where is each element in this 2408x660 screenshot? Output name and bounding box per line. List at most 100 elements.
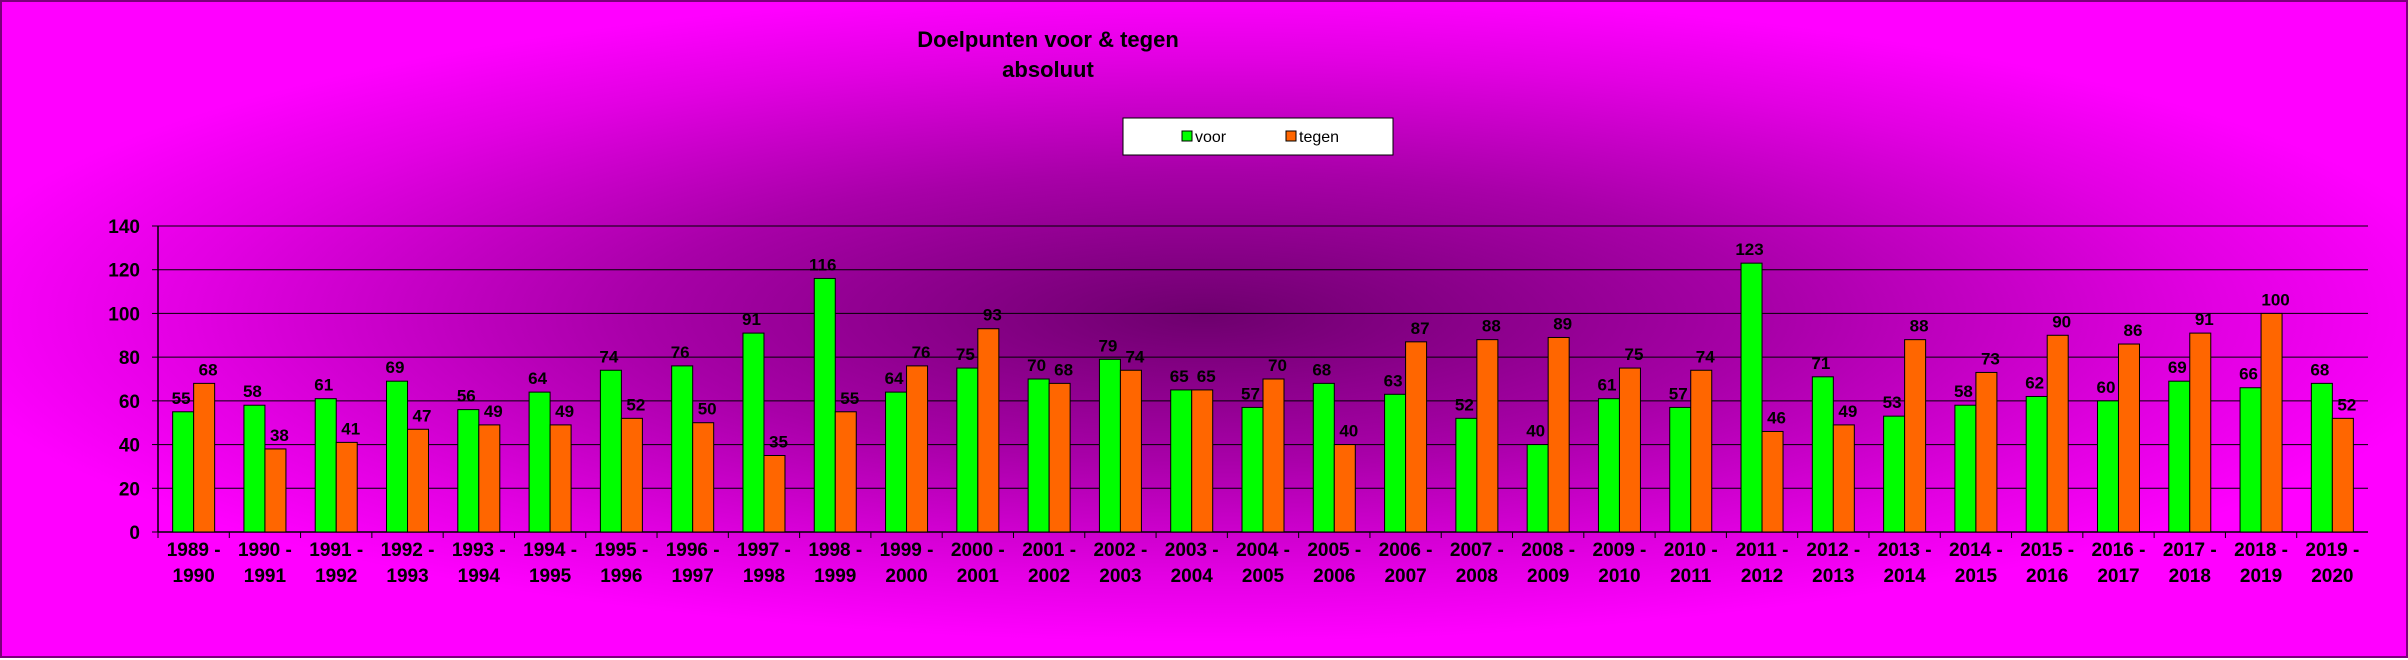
data-label-voor: 40: [1526, 422, 1545, 441]
bar-tegen: [906, 365, 929, 533]
x-tick-label-line-1: 2017 -: [2163, 540, 2217, 561]
x-tick-label-line-2: 2015: [1955, 566, 1998, 587]
data-label-voor: 57: [1241, 384, 1260, 403]
x-tick-label-line-2: 1994: [458, 566, 501, 587]
x-tick-label-line-2: 2011: [1670, 566, 1712, 587]
bar-tegen: [834, 411, 857, 533]
x-tick-label-line-2: 2013: [1812, 566, 1854, 587]
data-label-tegen: 74: [1125, 347, 1144, 366]
data-label-voor: 64: [885, 369, 904, 388]
data-label-voor: 79: [1098, 336, 1117, 355]
data-label-voor: 66: [2239, 365, 2258, 384]
bar-voor: [172, 411, 195, 533]
chart-title-line-2: absoluut: [1002, 57, 1094, 82]
data-label-tegen: 40: [1339, 422, 1358, 441]
x-tick-label-line-2: 1993: [386, 566, 428, 587]
data-label-voor: 64: [528, 369, 547, 388]
x-tick-label-line-2: 2012: [1741, 566, 1783, 587]
bar-voor: [1740, 262, 1763, 533]
x-tick-label-line-2: 2008: [1456, 566, 1498, 587]
bar-tegen: [478, 424, 501, 533]
data-label-tegen: 49: [555, 402, 574, 421]
data-label-tegen: 89: [1553, 314, 1572, 333]
bar-tegen: [1333, 444, 1356, 533]
data-label-tegen: 47: [413, 406, 432, 425]
bar-tegen: [692, 422, 715, 533]
x-tick-label-line-2: 2016: [2026, 566, 2068, 587]
data-label-tegen: 91: [2195, 310, 2214, 329]
data-label-voor: 70: [1027, 356, 1046, 375]
bar-voor: [2310, 382, 2333, 533]
data-label-voor: 53: [1883, 393, 1902, 412]
x-tick-label-line-1: 1991 -: [309, 540, 363, 561]
x-tick-label-line-1: 2006 -: [1379, 540, 1433, 561]
data-label-voor: 55: [172, 389, 191, 408]
x-tick-label-line-2: 2010: [1598, 566, 1640, 587]
data-label-voor: 71: [1811, 354, 1830, 373]
data-label-tegen: 41: [341, 419, 360, 438]
bar-tegen: [2046, 334, 2069, 533]
bar-voor: [1954, 404, 1977, 533]
bar-voor: [1241, 406, 1264, 533]
data-label-voor: 74: [599, 347, 618, 366]
legend-label-tegen: tegen: [1299, 129, 1339, 146]
x-tick-label-line-2: 2017: [2097, 566, 2139, 587]
data-label-voor: 52: [1455, 395, 1474, 414]
x-tick-label-line-2: 1997: [672, 566, 714, 587]
x-tick-label-line-2: 2005: [1242, 566, 1285, 587]
bar-tegen: [264, 448, 287, 533]
x-tick-label-line-1: 2009 -: [1593, 540, 1647, 561]
legend-label-voor: voor: [1195, 129, 1227, 146]
bar-tegen: [1547, 336, 1570, 533]
data-label-tegen: 35: [769, 433, 788, 452]
x-tick-label-line-1: 1993 -: [452, 540, 506, 561]
x-tick-label-line-2: 1998: [743, 566, 785, 587]
y-tick-label: 60: [119, 392, 140, 413]
bar-voor: [457, 409, 480, 533]
data-label-tegen: 46: [1767, 408, 1786, 427]
data-label-tegen: 55: [840, 389, 859, 408]
x-tick-label-line-2: 2000: [885, 566, 927, 587]
x-tick-label-line-1: 1998 -: [808, 540, 862, 561]
bar-voor: [956, 367, 979, 533]
x-tick-label-line-2: 1992: [315, 566, 357, 587]
y-tick-label: 140: [108, 217, 140, 238]
data-label-tegen: 73: [1981, 349, 2000, 368]
bar-tegen: [1119, 369, 1142, 533]
data-label-voor: 75: [956, 345, 975, 364]
data-label-voor: 69: [386, 358, 405, 377]
data-label-tegen: 100: [2261, 290, 2289, 309]
bar-tegen: [549, 424, 572, 533]
bar-tegen: [407, 428, 430, 533]
bar-tegen: [620, 417, 643, 533]
x-tick-label-line-2: 2014: [1883, 566, 1926, 587]
x-tick-label-line-2: 2020: [2311, 566, 2353, 587]
bar-tegen: [193, 382, 216, 533]
data-label-voor: 57: [1669, 384, 1688, 403]
data-label-tegen: 74: [1696, 347, 1715, 366]
data-label-voor: 68: [1312, 360, 1331, 379]
data-label-tegen: 90: [2052, 312, 2071, 331]
data-label-voor: 63: [1384, 371, 1403, 390]
x-tick-label-line-1: 2013 -: [1878, 540, 1932, 561]
data-label-voor: 61: [314, 376, 333, 395]
bar-voor: [1669, 406, 1692, 533]
x-tick-label-line-2: 1990: [173, 566, 215, 587]
x-tick-label-line-2: 2002: [1028, 566, 1070, 587]
x-tick-label-line-2: 2019: [2240, 566, 2282, 587]
x-tick-label-line-2: 2001: [957, 566, 1000, 587]
legend-swatch-tegen: [1285, 130, 1297, 142]
x-tick-label-line-1: 2001 -: [1022, 540, 1076, 561]
data-label-tegen: 50: [698, 400, 717, 419]
data-label-tegen: 87: [1411, 319, 1430, 338]
bar-tegen: [1262, 378, 1285, 533]
x-tick-label-line-2: 2004: [1171, 566, 1214, 587]
bar-voor: [813, 277, 836, 533]
bar-voor: [671, 365, 694, 533]
bar-voor: [528, 391, 551, 533]
x-tick-label-line-1: 1997 -: [737, 540, 791, 561]
bar-voor: [2025, 395, 2048, 533]
data-label-tegen: 68: [199, 360, 218, 379]
x-tick-label-line-1: 2019 -: [2305, 540, 2359, 561]
